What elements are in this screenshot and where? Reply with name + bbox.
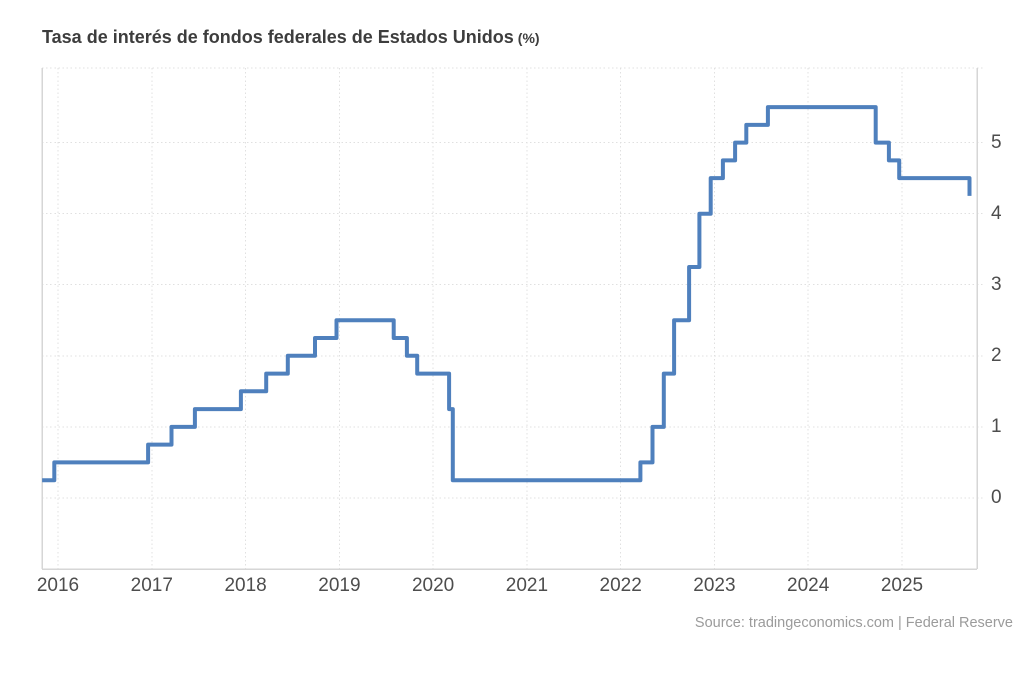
x-tick-label: 2025 [880,575,924,596]
chart-title-unit: (%) [517,30,540,46]
x-tick-label: 2017 [130,575,173,596]
x-tick-label: 2020 [411,575,455,596]
y-tick-label: 4 [991,202,1002,224]
y-tick-label: 3 [991,273,1002,295]
chart-title: Tasa de interés de fondos federales de E… [42,27,540,48]
x-tick-label: 2016 [36,575,80,596]
fed-funds-rate-series-line [42,105,972,483]
y-tick-label: 0 [991,486,1002,508]
chart-title-text: Tasa de interés de fondos federales de E… [42,27,514,47]
x-tick-label: 2024 [787,575,830,596]
x-tick-label: 2021 [505,575,549,596]
x-tick-label: 2023 [693,575,736,596]
source-attribution: Source: tradingeconomics.com | Federal R… [694,615,1013,631]
x-tick-label: 2022 [599,575,642,596]
y-tick-label: 5 [991,131,1002,153]
y-tick-label: 2 [991,344,1002,366]
x-tick-label: 2018 [224,575,267,596]
y-tick-label: 1 [991,415,1002,437]
x-tick-label: 2019 [318,575,361,596]
